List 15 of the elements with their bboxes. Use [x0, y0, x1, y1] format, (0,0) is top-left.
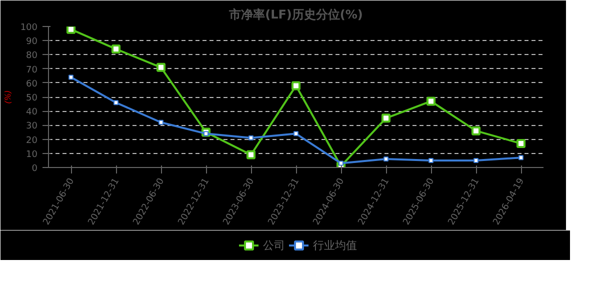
- y-tick-label: 50: [26, 94, 38, 104]
- y-tick-label: 0: [32, 164, 38, 174]
- y-tick-label: 90: [26, 37, 38, 48]
- y-tick-label: 70: [26, 65, 38, 76]
- legend-label: 公司: [263, 238, 285, 252]
- y-tick-label: 30: [26, 122, 38, 132]
- legend-label: 行业均值: [313, 238, 357, 252]
- y-tick-label: 20: [26, 136, 38, 146]
- y-tick-label: 100: [20, 23, 38, 33]
- y-axis-title: (%): [3, 90, 12, 104]
- y-tick-label: 10: [26, 150, 38, 160]
- y-tick-label: 60: [26, 79, 38, 90]
- y-tick-label: 80: [26, 51, 38, 62]
- chart-title: 市净率(LF)历史分位(%): [228, 8, 363, 22]
- y-tick-label: 40: [26, 108, 38, 118]
